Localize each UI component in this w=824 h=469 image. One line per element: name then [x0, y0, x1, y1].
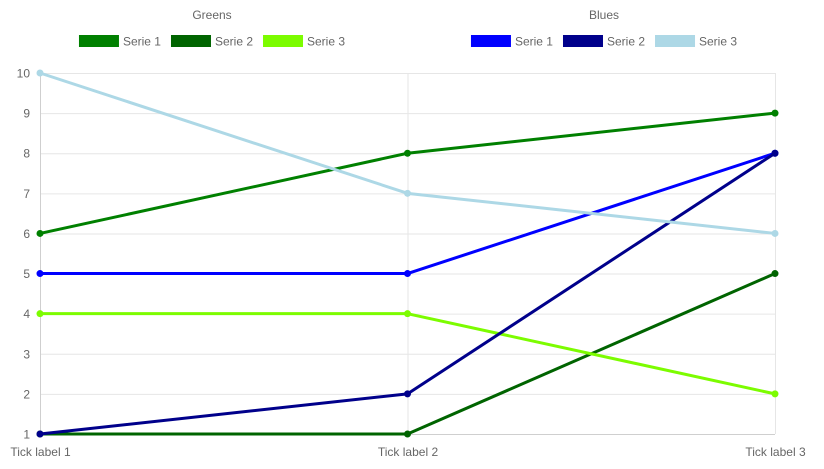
legend-title-greens: Greens [192, 8, 231, 22]
data-point-blues-2[interactable] [771, 149, 779, 157]
x-tick-label: Tick label 1 [10, 445, 71, 459]
data-point-greens-1[interactable] [771, 109, 779, 117]
legend-swatch-blues-2[interactable] [562, 35, 603, 47]
y-tick-label: 4 [23, 307, 30, 321]
legend-title-blues: Blues [589, 8, 619, 22]
y-tick-label: 8 [23, 147, 30, 161]
data-point-blues-3[interactable] [404, 189, 411, 197]
data-point-greens-3[interactable] [771, 390, 779, 398]
legend-layer: Greens Serie 1 Serie 2 Serie 3 Blues Serie 1 S… [78, 8, 737, 49]
series-layer [36, 69, 779, 438]
legend-label-greens-1[interactable]: Serie 1 [123, 35, 161, 49]
legend-swatch-greens-1[interactable] [78, 35, 119, 47]
legend-swatch-blues-1[interactable] [470, 35, 511, 47]
data-point-greens-2[interactable] [404, 430, 411, 438]
y-tick-label: 3 [23, 347, 30, 361]
y-tick-label: 1 [23, 428, 30, 442]
data-point-greens-3[interactable] [404, 310, 411, 318]
data-point-greens-1[interactable] [36, 229, 44, 237]
data-point-blues-1[interactable] [36, 270, 44, 278]
data-point-blues-3[interactable] [771, 229, 779, 237]
data-point-blues-3[interactable] [36, 69, 44, 77]
axis-layer: 1 2 3 4 5 6 7 8 9 10 Tick label 1 Tick label 2 Tick … [10, 67, 806, 460]
data-point-blues-1[interactable] [404, 270, 411, 278]
legend-label-greens-2[interactable]: Serie 2 [215, 35, 253, 49]
data-point-blues-2[interactable] [404, 390, 411, 398]
legend-label-blues-2[interactable]: Serie 2 [607, 35, 645, 49]
legend-swatch-greens-3[interactable] [263, 35, 304, 47]
data-point-blues-2[interactable] [36, 430, 44, 438]
y-tick-label: 7 [23, 187, 30, 201]
y-tick-label: 6 [23, 227, 30, 241]
x-tick-label: Tick label 3 [745, 445, 806, 459]
y-tick-label: 9 [23, 107, 30, 121]
legend-label-blues-3[interactable]: Serie 3 [699, 35, 737, 49]
grid-layer [40, 73, 776, 435]
legend-swatch-blues-3[interactable] [655, 35, 696, 47]
data-point-greens-3[interactable] [36, 310, 44, 318]
x-tick-label: Tick label 2 [378, 445, 439, 459]
data-point-greens-2[interactable] [771, 270, 779, 278]
legend-label-greens-3[interactable]: Serie 3 [307, 35, 345, 49]
y-tick-label: 10 [17, 67, 31, 81]
legend-swatch-greens-2[interactable] [170, 35, 211, 47]
legend-label-blues-1[interactable]: Serie 1 [515, 35, 553, 49]
y-tick-label: 2 [23, 387, 30, 401]
data-point-greens-1[interactable] [404, 149, 411, 157]
y-tick-label: 5 [23, 267, 30, 281]
